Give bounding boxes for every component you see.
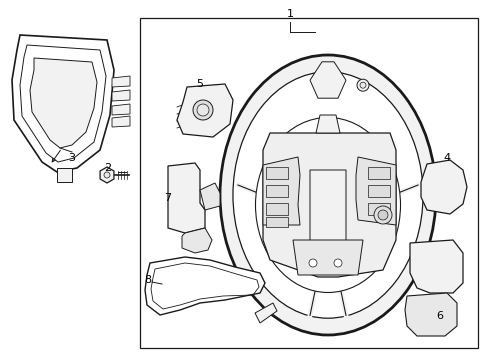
Text: 3: 3 <box>69 153 75 163</box>
Polygon shape <box>293 240 363 275</box>
Polygon shape <box>263 157 300 225</box>
Polygon shape <box>145 257 265 315</box>
Bar <box>368 203 390 215</box>
Text: 8: 8 <box>145 275 151 285</box>
Polygon shape <box>410 240 463 293</box>
Polygon shape <box>30 58 97 148</box>
Ellipse shape <box>255 117 400 292</box>
Polygon shape <box>421 160 467 214</box>
Polygon shape <box>112 104 130 115</box>
Polygon shape <box>200 183 220 210</box>
Polygon shape <box>405 293 457 336</box>
Ellipse shape <box>374 206 392 224</box>
Ellipse shape <box>197 104 209 116</box>
Ellipse shape <box>309 259 317 267</box>
Polygon shape <box>112 116 130 127</box>
Ellipse shape <box>220 55 436 335</box>
Bar <box>140 18 478 348</box>
Ellipse shape <box>104 172 110 178</box>
Text: 2: 2 <box>104 163 112 173</box>
Polygon shape <box>112 76 130 87</box>
Ellipse shape <box>378 210 388 220</box>
Polygon shape <box>255 303 277 323</box>
Polygon shape <box>112 90 130 101</box>
Polygon shape <box>57 168 72 182</box>
Ellipse shape <box>360 82 366 88</box>
Polygon shape <box>310 62 346 98</box>
Bar <box>266 185 288 197</box>
Polygon shape <box>310 170 346 270</box>
Polygon shape <box>316 115 340 133</box>
Bar <box>266 203 288 215</box>
Polygon shape <box>100 167 114 183</box>
Bar <box>266 217 288 227</box>
Bar <box>368 185 390 197</box>
Text: 1: 1 <box>287 9 294 19</box>
Bar <box>266 167 288 179</box>
Ellipse shape <box>357 79 369 91</box>
Ellipse shape <box>334 259 342 267</box>
Bar <box>368 167 390 179</box>
Polygon shape <box>12 35 114 172</box>
Text: 6: 6 <box>437 311 443 321</box>
Ellipse shape <box>233 72 423 318</box>
Polygon shape <box>182 228 212 253</box>
Ellipse shape <box>193 100 213 120</box>
Polygon shape <box>263 133 396 277</box>
Text: 7: 7 <box>165 193 172 203</box>
Polygon shape <box>177 84 233 137</box>
Text: 4: 4 <box>443 153 451 163</box>
Polygon shape <box>168 163 205 233</box>
Polygon shape <box>356 157 396 225</box>
Text: 5: 5 <box>196 79 203 89</box>
